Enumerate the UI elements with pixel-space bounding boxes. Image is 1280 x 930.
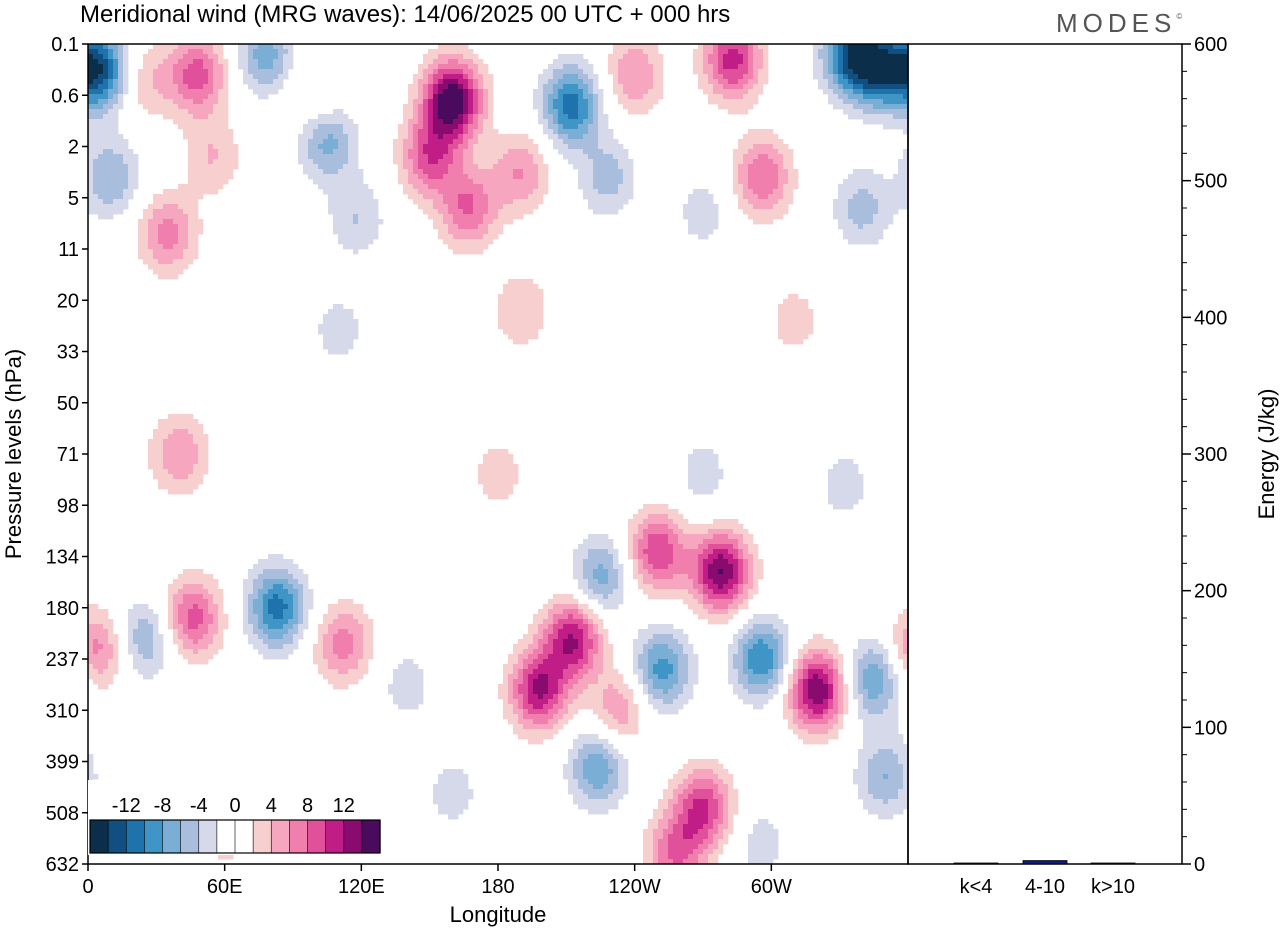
energy-frame xyxy=(907,43,1183,865)
longitude-tick-label: 60W xyxy=(751,876,792,898)
colorbar: -12 -8 -4 0 4 8 12 xyxy=(88,780,382,855)
longitude-axis-label: Longitude xyxy=(450,902,547,927)
longitude-tick-label: 60E xyxy=(207,876,243,898)
pressure-tick-label: 632 xyxy=(46,854,79,876)
energy-bar xyxy=(953,862,999,865)
colorbar-swatch xyxy=(107,819,127,854)
pressure-tick-label: 20 xyxy=(57,290,79,312)
colorbar-swatch xyxy=(234,819,254,854)
colorbar-label: -4 xyxy=(190,795,208,817)
pressure-tick-label: 98 xyxy=(57,495,79,517)
longitude-tick-label: 180 xyxy=(481,876,514,898)
energy-categories: k<4 4-10 k>10 xyxy=(960,876,1135,898)
pressure-tick-label: 5 xyxy=(68,188,79,210)
pressure-tick-label: 0.6 xyxy=(51,85,79,107)
pressure-tick-label: 2 xyxy=(68,137,79,159)
colorbar-swatch xyxy=(343,819,363,854)
energy-category-label: k>10 xyxy=(1091,876,1135,898)
heatmap-panel xyxy=(87,43,909,865)
energy-tick-label: 600 xyxy=(1194,34,1227,56)
longitude-axis: 0 60E 120E 180 120W 60W xyxy=(82,864,792,898)
pressure-axis-label: Pressure levels (hPa) xyxy=(1,349,26,559)
pressure-tick-label: 399 xyxy=(46,752,79,774)
pressure-axis: 0.1 0.6 2 5 11 20 33 50 71 98 134 180 237 310 399 508 63… xyxy=(46,34,88,876)
colorbar-swatch xyxy=(89,819,109,854)
colorbar-swatch xyxy=(289,819,309,854)
energy-tick-label: 300 xyxy=(1194,444,1227,466)
pressure-tick-label: 50 xyxy=(57,393,79,415)
pressure-tick-label: 33 xyxy=(57,342,79,364)
colorbar-swatch xyxy=(270,819,290,854)
energy-category-label: 4-10 xyxy=(1025,876,1065,898)
colorbar-swatch xyxy=(180,819,200,854)
colorbar-swatch xyxy=(252,819,272,854)
energy-category-label: k<4 xyxy=(960,876,993,898)
colorbar-label: 12 xyxy=(333,795,355,817)
pressure-tick-label: 0.1 xyxy=(51,34,79,56)
energy-bar xyxy=(1022,860,1068,865)
energy-axis-label: Energy (J/kg) xyxy=(1254,389,1279,520)
energy-tick-label: 400 xyxy=(1194,307,1227,329)
energy-tick-label: 100 xyxy=(1194,717,1227,739)
energy-tick-label: 200 xyxy=(1194,581,1227,603)
energy-bar xyxy=(1090,862,1136,865)
colorbar-swatch xyxy=(144,819,164,854)
pressure-tick-label: 11 xyxy=(58,239,79,261)
energy-axis: 0 100 200 300 400 500 600 xyxy=(1182,34,1227,876)
longitude-tick-label: 120E xyxy=(338,876,385,898)
pressure-tick-label: 508 xyxy=(46,803,79,825)
modes-logo: MODES© xyxy=(1056,8,1183,38)
colorbar-label: 0 xyxy=(229,795,240,817)
longitude-tick-label: 0 xyxy=(82,876,93,898)
colorbar-swatch xyxy=(198,819,218,854)
colorbar-swatch xyxy=(216,819,236,854)
pressure-tick-label: 310 xyxy=(46,700,79,722)
colorbar-swatch xyxy=(325,819,345,854)
colorbar-swatch xyxy=(162,819,182,854)
pressure-tick-label: 237 xyxy=(46,649,79,671)
colorbar-swatch xyxy=(125,819,145,854)
pressure-tick-label: 134 xyxy=(46,547,79,569)
colorbar-swatch xyxy=(361,819,381,854)
chart-title: Meridional wind (MRG waves): 14/06/2025 … xyxy=(80,1,730,28)
pressure-tick-label: 180 xyxy=(46,598,79,620)
colorbar-swatch xyxy=(307,819,327,854)
pressure-tick-label: 71 xyxy=(57,444,79,466)
energy-tick-label: 0 xyxy=(1194,854,1205,876)
colorbar-label: -8 xyxy=(154,795,172,817)
colorbar-label: 4 xyxy=(266,795,277,817)
colorbar-label: 8 xyxy=(302,795,313,817)
longitude-tick-label: 120W xyxy=(609,876,661,898)
energy-panel: 0 100 200 300 400 500 600 k<4 4-10 k>10 xyxy=(907,34,1227,898)
energy-tick-label: 500 xyxy=(1194,171,1227,193)
colorbar-label: -12 xyxy=(112,795,141,817)
